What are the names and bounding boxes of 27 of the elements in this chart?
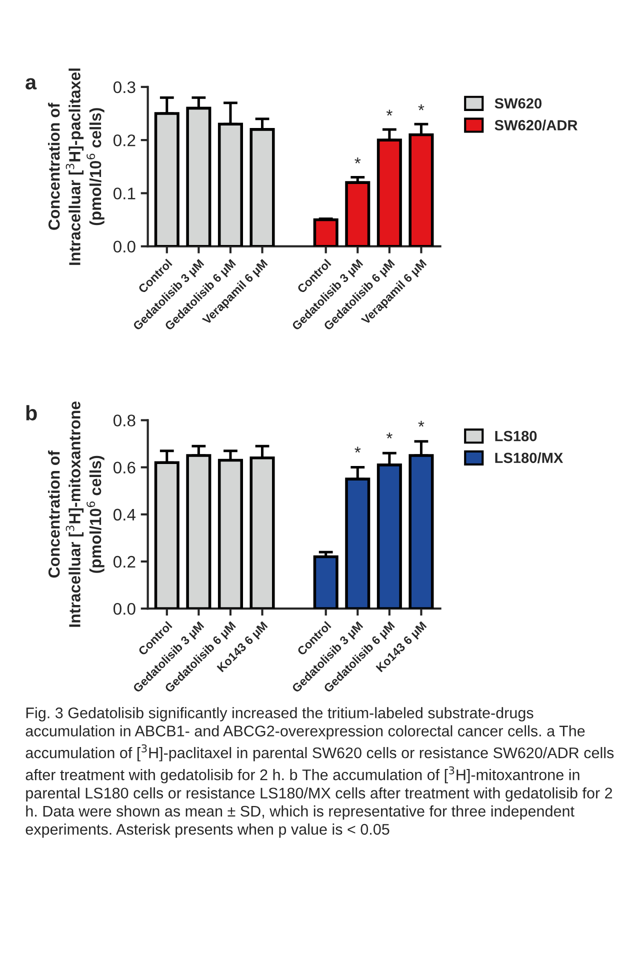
data-label: * [386, 110, 392, 116]
bar [345, 181, 370, 246]
data-label: * [386, 432, 392, 438]
chart-title: b [26, 405, 37, 420]
legend-label: SW620/ADR [494, 120, 578, 131]
chart-title: a [26, 78, 37, 90]
y-tick-label: 0.4 [113, 508, 136, 521]
y-axis-title: Concentration of Intracelluar [$^{3}$H]-paclitaxel (pmol/10$^{6}$ cells) [48, 68, 104, 265]
data-label: * [418, 104, 424, 110]
text: Fig. 3 Gedatolisib significantly increased the tritium-labeled substrate-drugs accumulation in ABCB1- and ABCG2-overexpression colorectal cancer cells. a The accumulation of [$^{3}$H]-paclitaxel in parental SW620 cells or resistance SW620/ADR cells after treatment with gedatolisib for 2 h. b The accumulation of [$^{3}$H]-mitoxantrone in parental LS180 cells or resistance LS180/MX cells after treatment with gedatolisib for 2 h. Data were shown as mean ± SD, which is representative for three independent experiments. Asterisk presents when p value is < 0.05 [26, 707, 614, 838]
y-tick-label: 0.2 [113, 134, 136, 146]
y-tick-label: 0.1 [113, 188, 136, 200]
bar [313, 555, 338, 609]
y-tick-label: 0.0 [113, 602, 136, 615]
y-tick-label: 0.0 [113, 240, 136, 253]
legend-label: LS180 [495, 430, 537, 442]
data-label: * [354, 446, 361, 453]
legend-label: SW620 [494, 98, 542, 109]
y-tick-label: 0.6 [113, 462, 136, 474]
bar [313, 218, 338, 246]
data-label: * [354, 158, 361, 164]
data-label: * [418, 420, 424, 427]
y-tick-label: 0.8 [113, 414, 136, 426]
y-tick-label: 0.2 [113, 556, 136, 568]
y-axis-title: Concentration of Intracelluar [$^{3}$H]-mitoxantrone (pmol/10$^{6}$ cells) [48, 402, 104, 627]
legend-label: LS180/MX [495, 452, 564, 464]
y-tick-label: 0.3 [113, 81, 136, 94]
